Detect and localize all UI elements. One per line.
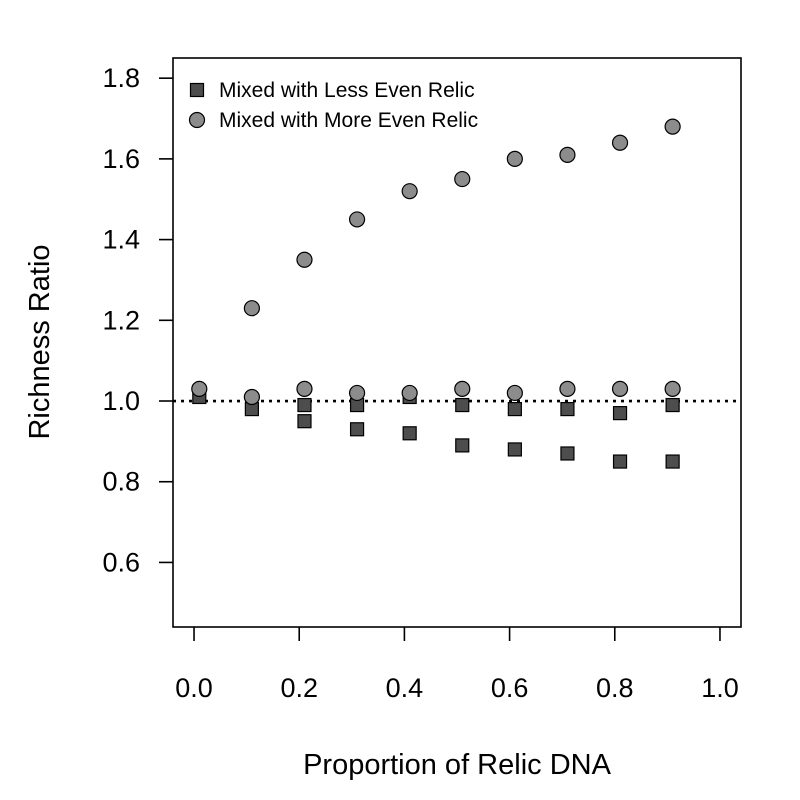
circle-data-point [454,170,471,188]
square-data-point [560,446,575,461]
x-tick-label: 0.6 [491,673,529,703]
circle-data-point [664,118,681,135]
x-axis-title: Proportion of Relic DNA [303,749,611,781]
y-tick-label: 1.0 [102,386,140,416]
square-data-point [402,426,417,441]
square-data-point [612,406,628,421]
y-tick-label: 1.4 [102,225,140,255]
y-axis: 0.6 0.8 1.0 1.2 1.4 1.6 1.8 [102,63,173,577]
legend-label: Mixed with Less Even Relic [219,79,475,102]
x-tick-label: 0.4 [386,673,424,703]
circle-data-point [348,211,366,228]
square-data-point [507,401,522,417]
square-data-point [455,397,470,413]
y-axis-title: Richness Ratio [24,244,56,439]
square-data-point [297,414,312,429]
legend: Mixed with Less Even Relic Mixed with Mor… [188,79,478,132]
circle-data-point [506,150,523,167]
circle-data-point [611,134,629,151]
circle-data-point [243,388,260,406]
square-data-point [349,422,365,437]
y-tick-label: 1.2 [102,305,140,335]
square-data-point [560,401,575,417]
circle-data-point [401,384,418,402]
square-data-point [507,442,522,457]
y-tick-label: 1.8 [102,63,140,93]
circle-data-point [664,380,681,398]
legend-square-marker [189,82,205,98]
circle-data-point [191,380,208,398]
circle-data-point [243,300,260,317]
circle-data-point [401,183,418,200]
circle-data-point [559,380,576,398]
legend-label: Mixed with More Even Relic [219,109,478,132]
points-layer [191,118,681,469]
y-tick-label: 1.6 [102,144,140,174]
square-data-point [297,397,312,413]
square-data-point [612,454,628,469]
circle-data-point [506,384,523,402]
y-tick-label: 0.6 [102,547,140,577]
square-data-point [665,454,680,469]
plot-frame [172,57,742,628]
circle-data-point [454,380,471,398]
circle-data-point [296,380,313,398]
circle-data-point [348,384,366,402]
circle-data-point [611,380,629,398]
square-data-point [665,397,680,413]
x-tick-label: 0.0 [175,673,213,703]
y-tick-label: 0.8 [102,467,140,497]
circle-data-point [559,146,576,163]
circle-data-point [296,251,313,268]
legend-circle-marker [188,111,206,129]
x-axis: 0.0 0.2 0.4 0.6 0.8 1.0 [175,627,739,703]
x-tick-label: 0.8 [596,673,634,703]
x-tick-label: 1.0 [701,673,739,703]
square-data-point [455,438,470,453]
x-tick-label: 0.2 [280,673,318,703]
